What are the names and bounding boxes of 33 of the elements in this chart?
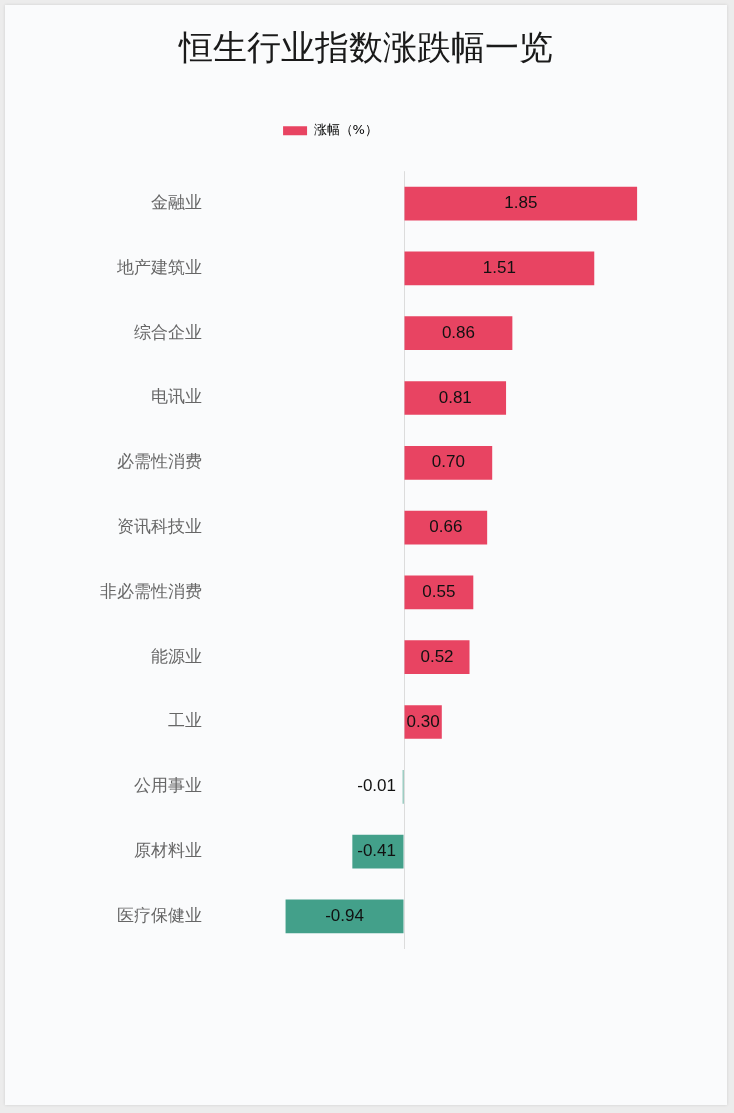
bar — [404, 381, 507, 415]
y-tick-label: 医疗保健业 — [117, 904, 202, 925]
data-label: -0.01 — [357, 776, 396, 796]
data-label: 0.30 — [406, 711, 440, 731]
bar — [404, 186, 638, 221]
data-label: -0.41 — [357, 841, 396, 861]
y-tick-label: 地产建筑业 — [116, 256, 202, 277]
y-tick-label: 资讯科技业 — [117, 516, 202, 537]
y-tick-label: 公用事业 — [134, 775, 202, 796]
y-tick-label: 非必需性消费 — [100, 580, 202, 601]
data-label: 1.51 — [482, 258, 516, 278]
y-tick-label: 原材料业 — [134, 840, 202, 861]
bar — [285, 899, 404, 934]
data-label: 0.86 — [441, 322, 475, 342]
data-label: 0.70 — [431, 452, 465, 472]
bar — [404, 251, 595, 286]
data-label: -0.94 — [325, 906, 364, 926]
bar — [404, 316, 513, 351]
bar — [404, 640, 470, 675]
legend-label: 涨幅（%） — [313, 122, 378, 138]
y-tick-label: 综合企业 — [134, 321, 202, 342]
data-label: 0.55 — [422, 582, 456, 602]
y-tick-label: 能源业 — [151, 645, 202, 666]
y-tick-label: 工业 — [168, 710, 202, 731]
chart-title: 恒生行业指数涨跌幅一览 — [177, 27, 554, 67]
y-tick-label: 必需性消费 — [117, 451, 202, 472]
y-tick-label: 电讯业 — [151, 386, 202, 407]
data-label: 0.66 — [429, 517, 463, 537]
y-tick-label: 金融业 — [151, 192, 202, 213]
data-label: 1.85 — [504, 193, 538, 213]
data-label: 0.81 — [438, 387, 472, 407]
data-label: 0.52 — [420, 646, 454, 666]
bar — [404, 445, 493, 480]
